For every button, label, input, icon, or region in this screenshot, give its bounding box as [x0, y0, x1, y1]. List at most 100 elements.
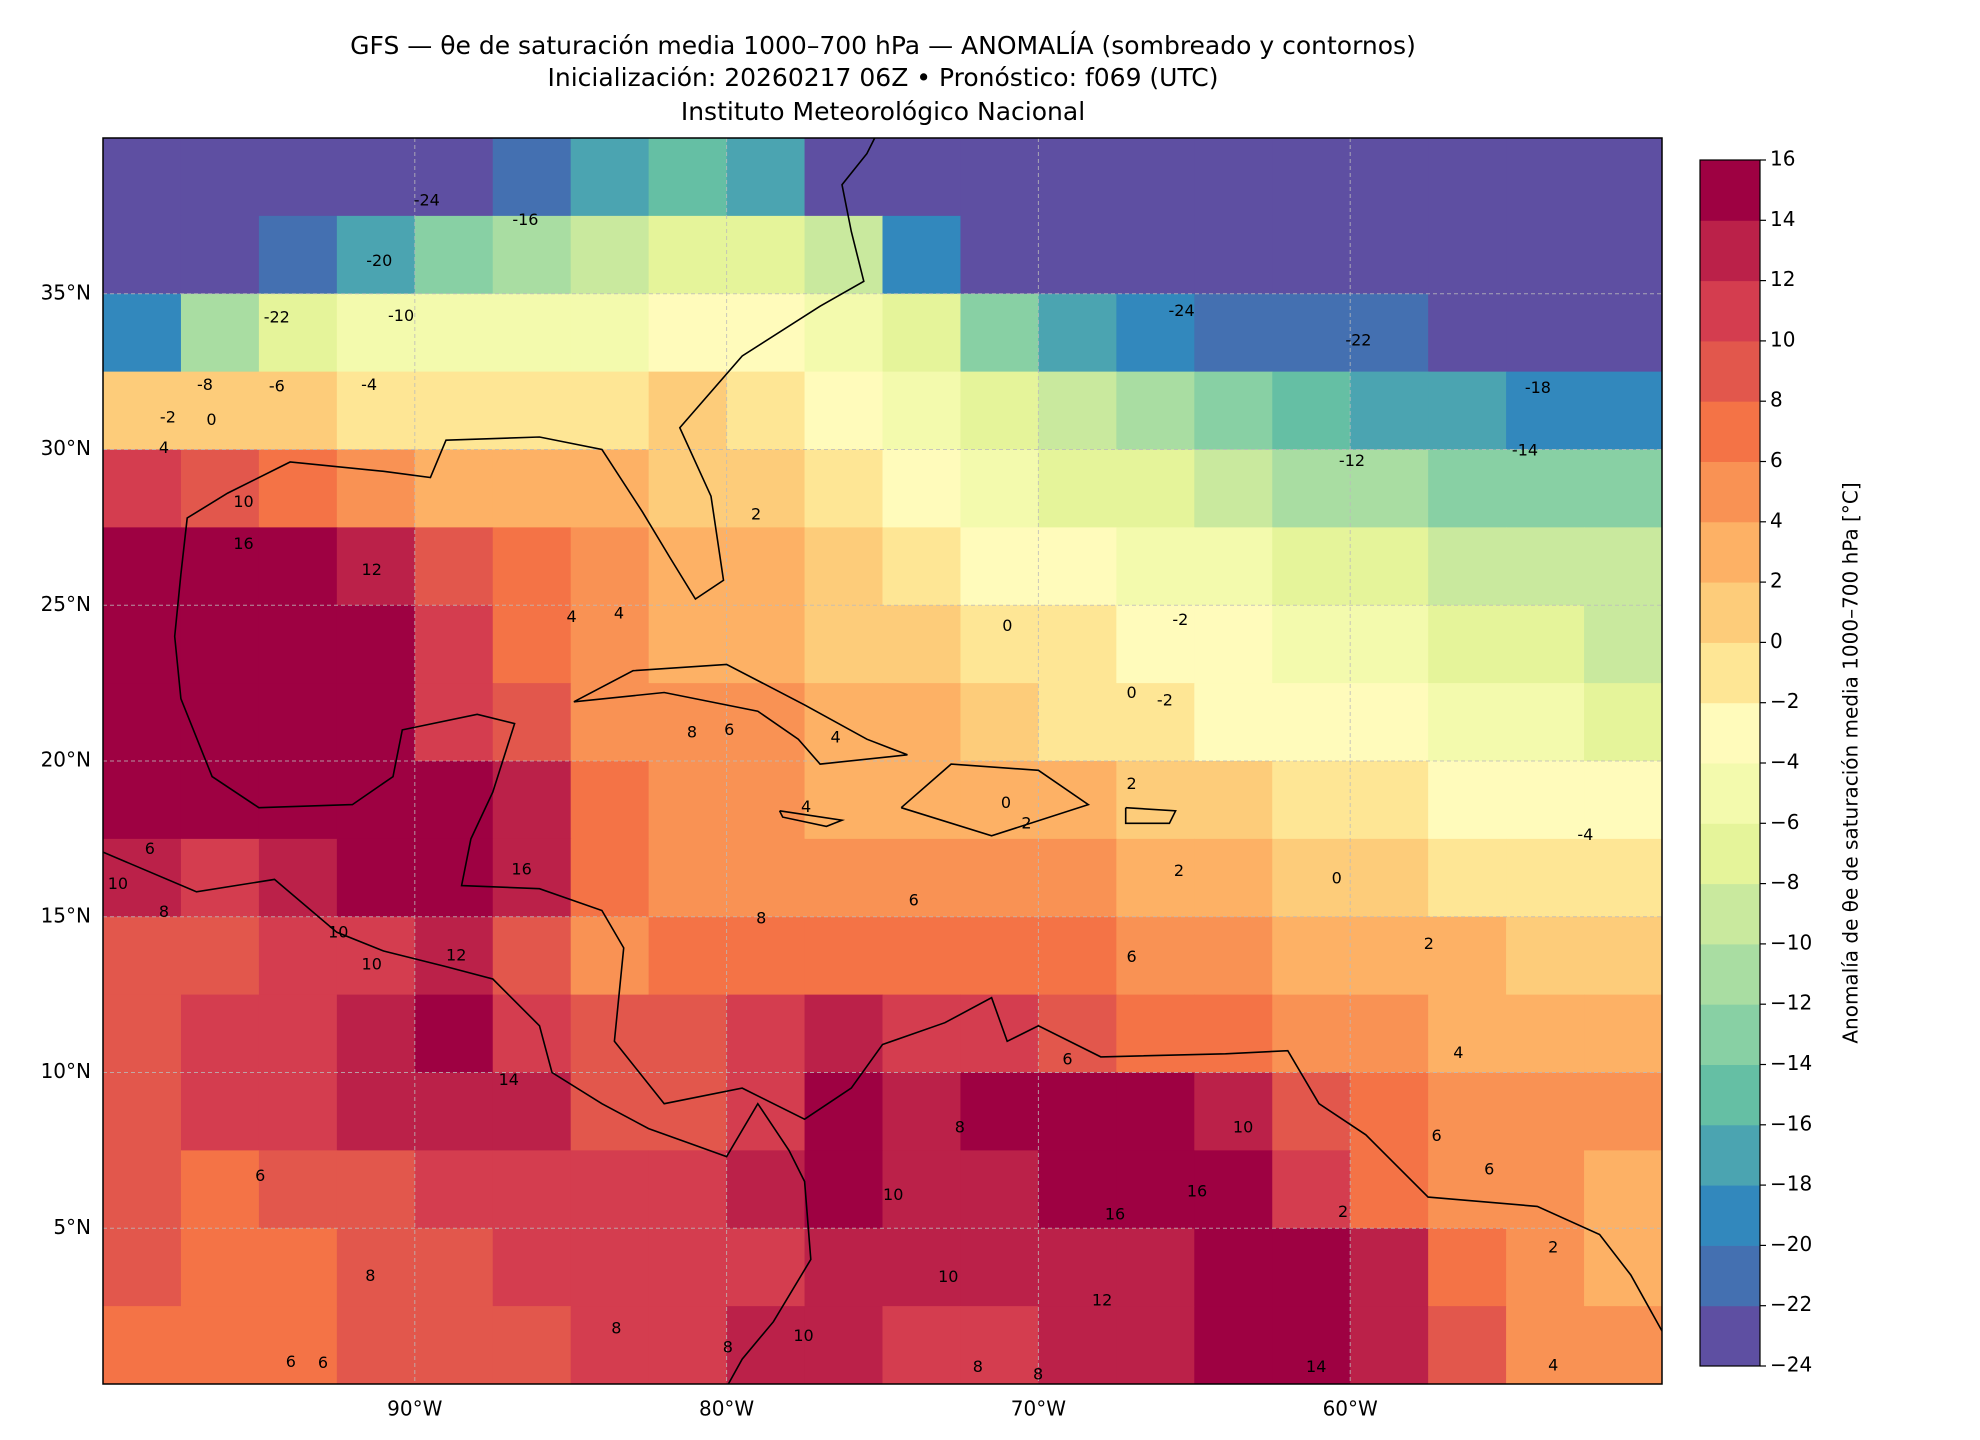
field-cell — [1506, 138, 1585, 217]
field-cell — [1272, 215, 1351, 295]
colorbar-tick-label: −16 — [1770, 1111, 1812, 1135]
field-cell — [1194, 1072, 1273, 1151]
field-cell — [804, 215, 884, 295]
contour-label: 4 — [614, 603, 624, 622]
field-cell — [103, 1150, 182, 1229]
field-cell — [804, 683, 884, 762]
field-cell — [103, 683, 182, 762]
field-cell — [1038, 1150, 1117, 1229]
colorbar-bin — [1700, 1185, 1760, 1246]
colorbar-tick-label: 14 — [1770, 207, 1795, 231]
title: GFS — θe de saturación media 1000–700 hP… — [350, 31, 1416, 60]
field-cell — [726, 527, 806, 606]
contour-label: 6 — [1127, 947, 1137, 966]
contour-label: 6 — [318, 1353, 328, 1372]
field-cell — [1116, 916, 1195, 996]
field-cell — [492, 761, 572, 840]
field-cell — [1428, 371, 1507, 451]
contour-label: 14 — [1306, 1357, 1326, 1376]
field-cell — [882, 527, 962, 606]
field-cell — [258, 215, 338, 295]
field-cell — [1194, 371, 1273, 451]
plot-frame — [102, 137, 1663, 1385]
field-cell — [1038, 994, 1117, 1074]
contour-label: -22 — [1345, 330, 1371, 349]
field-cell — [648, 449, 728, 528]
coastline — [173, 574, 1662, 1332]
colorbar-bin — [1700, 823, 1760, 885]
field-cell — [414, 1150, 494, 1229]
field-cell — [1506, 527, 1585, 606]
colorbar-tick-label: −10 — [1770, 930, 1812, 954]
colorbar-bin — [1700, 1245, 1760, 1307]
field-cell — [1272, 605, 1351, 684]
field-cell — [1350, 1072, 1429, 1151]
subtitle: Inicialización: 20260217 06Z • Pronóstic… — [548, 63, 1219, 92]
contour-label: 10 — [883, 1185, 903, 1204]
field-cell — [1584, 994, 1662, 1074]
field-cell — [1194, 215, 1273, 295]
field-cell — [1194, 527, 1273, 606]
field-cell — [960, 761, 1039, 840]
field-cell — [414, 371, 494, 451]
field-cell — [648, 605, 728, 684]
field-cell — [414, 994, 494, 1074]
field-cell — [570, 761, 650, 840]
field-cell — [960, 449, 1039, 528]
field-cell — [258, 683, 338, 762]
contour-label: 0 — [1002, 616, 1012, 635]
contour-label: 12 — [362, 560, 382, 579]
contour-label: 6 — [724, 720, 734, 739]
colorbar-bin — [1700, 642, 1760, 704]
field-cell — [570, 371, 650, 451]
contour-label: -16 — [512, 210, 538, 229]
field-cell — [1506, 683, 1585, 762]
field-cell — [180, 1306, 260, 1384]
field-cell — [1116, 449, 1195, 528]
colorbar-bin — [1700, 1064, 1760, 1126]
field-cell — [258, 916, 338, 996]
contour-label: 4 — [1548, 1356, 1558, 1375]
field-cell — [804, 293, 884, 373]
colorbar-bin — [1700, 521, 1760, 583]
field-cell — [804, 1306, 884, 1384]
colorbar-tick-label: 6 — [1770, 448, 1783, 472]
contour-label: -2 — [1157, 691, 1173, 710]
field-cell — [258, 1306, 338, 1384]
field-cell — [1038, 1072, 1117, 1151]
field-cell — [570, 527, 650, 606]
field-cell — [1194, 293, 1273, 373]
field-cell — [336, 371, 416, 451]
field-cell — [648, 527, 728, 606]
field-cell — [414, 1228, 494, 1307]
contour-label: 12 — [446, 946, 466, 965]
contour-label: 2 — [1548, 1238, 1558, 1257]
contour-label: 16 — [1187, 1181, 1207, 1200]
field-cell — [1272, 683, 1351, 762]
field-cell — [1428, 449, 1507, 528]
contour-label: -4 — [361, 375, 377, 394]
y-tick-label: 20°N — [41, 748, 91, 772]
field-cell — [648, 1228, 728, 1307]
contour-label: 8 — [1033, 1365, 1043, 1384]
field-cell — [1584, 1150, 1662, 1229]
contour-label: 4 — [801, 797, 811, 816]
field-cell — [570, 1072, 650, 1151]
field-cell — [882, 916, 962, 996]
contour-label: -2 — [1172, 610, 1188, 629]
colorbar-tick-label: −22 — [1770, 1292, 1812, 1316]
field-cell — [103, 138, 182, 217]
coastline — [103, 851, 812, 1384]
field-cell — [1038, 138, 1117, 217]
field-cell — [882, 1150, 962, 1229]
field-cell — [492, 1306, 572, 1384]
colorbar-bin — [1700, 883, 1760, 945]
field-cell — [336, 1150, 416, 1229]
colorbar-tick-label: 10 — [1770, 327, 1795, 351]
field-cell — [1428, 1306, 1507, 1384]
y-tick-label: 35°N — [41, 280, 91, 304]
field-cell — [882, 449, 962, 528]
field-cell — [1584, 138, 1662, 217]
field-cell — [1506, 916, 1585, 996]
field-cell — [258, 371, 338, 451]
